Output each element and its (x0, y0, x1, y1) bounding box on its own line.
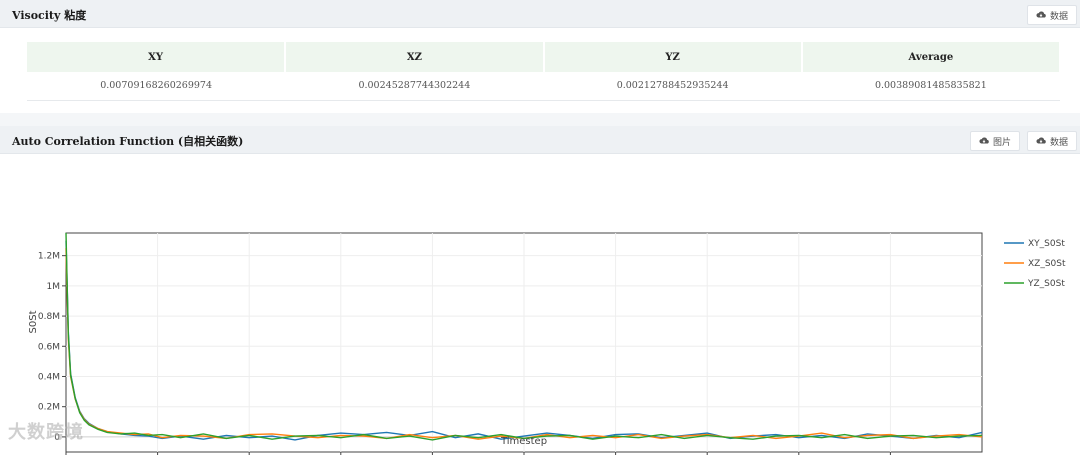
y-axis-title: S0St (28, 310, 39, 333)
acf-image-label: 图片 (993, 137, 1012, 148)
viscosity-panel: Visocity 粘度 数据 XY XZ YZ Average 0.007091… (0, 0, 1080, 113)
col-header-average: Average (801, 42, 1062, 72)
y-tick-label: 0.4M (38, 372, 60, 382)
y-tick-label: 1.2M (38, 252, 60, 262)
series-line-yz_s0st (65, 232, 983, 441)
acf-data-button[interactable]: 数据 (1027, 131, 1077, 151)
x-axis-title: Timestep (500, 436, 547, 447)
series-lines (65, 232, 983, 441)
y-tick-label: 0.8M (38, 312, 60, 322)
legend-item[interactable]: XY_S0St (1004, 239, 1065, 249)
legend-item[interactable]: XZ_S0St (1004, 259, 1066, 269)
y-tick-label: 1M (47, 282, 61, 292)
table-header-row: XY XZ YZ Average (27, 42, 1062, 72)
acf-image-button[interactable]: 图片 (970, 131, 1020, 151)
acf-data-label: 数据 (1050, 137, 1069, 148)
acf-panel-header: Auto Correlation Function (自相关函数) 图片 数据 (0, 126, 1080, 154)
value-average: 0.00389081485835821 (801, 72, 1060, 101)
x-axis: 02k4k6k8k10k12k14k16k18k (65, 452, 891, 455)
value-yz: 0.00212788452935244 (543, 72, 802, 101)
cloud-download-icon (1036, 11, 1046, 18)
y-tick-label: 0 (54, 433, 60, 443)
legend-label: XY_S0St (1028, 239, 1065, 249)
legend[interactable]: XY_S0St XZ_S0St YZ_S0St (1004, 239, 1066, 289)
viscosity-panel-header: Visocity 粘度 数据 (0, 0, 1080, 28)
legend-label: XZ_S0St (1028, 259, 1066, 269)
y-tick-label: 0.6M (38, 342, 60, 352)
viscosity-table: XY XZ YZ Average 0.00709168260269974 0.0… (27, 42, 1062, 101)
cloud-download-icon (979, 137, 989, 144)
col-header-xz: XZ (285, 42, 545, 72)
acf-panel: Auto Correlation Function (自相关函数) 图片 数据 … (0, 126, 1080, 455)
col-header-yz: YZ (543, 42, 803, 72)
viscosity-title: Visocity 粘度 (12, 9, 87, 22)
table-row: 0.00709168260269974 0.00245287744302244 … (27, 72, 1060, 101)
viscosity-data-button[interactable]: 数据 (1027, 5, 1077, 25)
acf-title: Auto Correlation Function (自相关函数) (12, 135, 244, 148)
col-header-xy: XY (27, 42, 287, 72)
value-xz: 0.00245287744302244 (285, 72, 544, 101)
acf-chart: 02k4k6k8k10k12k14k16k18k 0 0.2M 0.4M 0.6M 0.… (28, 232, 1066, 455)
watermark: 大数跨境 (8, 422, 84, 443)
cloud-download-icon (1036, 137, 1046, 144)
y-axis: 0 0.2M 0.4M 0.6M 0.8M 1M 1.2M (38, 252, 66, 443)
value-xy: 0.00709168260269974 (27, 72, 286, 101)
legend-label: YZ_S0St (1027, 279, 1065, 289)
viscosity-data-label: 数据 (1050, 11, 1069, 22)
y-tick-label: 0.2M (38, 403, 60, 413)
legend-item[interactable]: YZ_S0St (1004, 279, 1065, 289)
